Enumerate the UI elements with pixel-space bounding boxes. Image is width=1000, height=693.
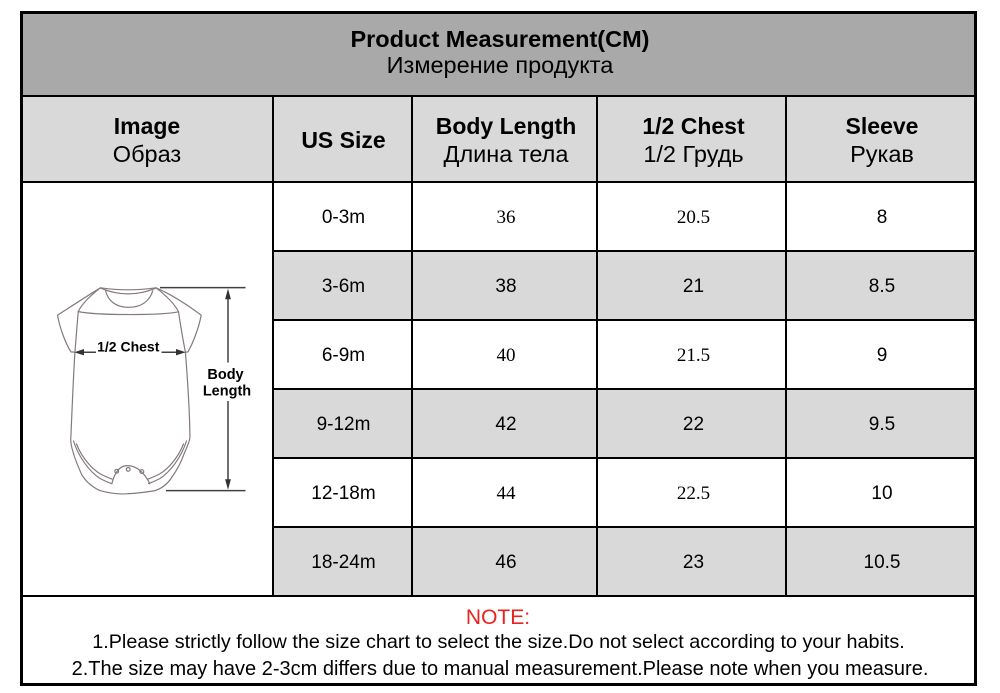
svg-text:1/2 Chest: 1/2 Chest [97, 339, 160, 355]
svg-text:Body: Body [207, 367, 243, 383]
svg-text:Length: Length [203, 384, 251, 400]
